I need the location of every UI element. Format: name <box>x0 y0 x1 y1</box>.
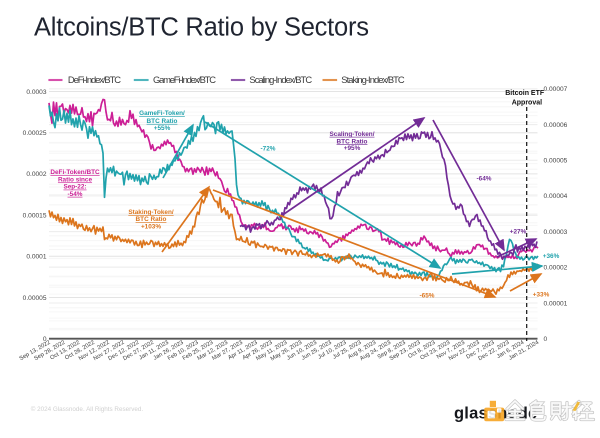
svg-text:DeFi-Index/BTC: DeFi-Index/BTC <box>68 74 121 85</box>
svg-text:Ratio since: Ratio since <box>58 176 93 183</box>
svg-text:Staking-Token/: Staking-Token/ <box>128 209 174 216</box>
svg-text:-72%: -72% <box>261 145 276 152</box>
svg-text:+33%: +33% <box>533 291 550 298</box>
svg-text:-64%: -64% <box>477 175 492 182</box>
svg-text:0.00006: 0.00006 <box>544 122 568 129</box>
svg-text:+95%: +95% <box>344 145 361 152</box>
svg-text:Sep-22:: Sep-22: <box>63 184 86 191</box>
svg-text:© 2024 Glassnode. All Rights R: © 2024 Glassnode. All Rights Reserved. <box>31 405 144 413</box>
svg-text:GameFi-Index/BTC: GameFi-Index/BTC <box>153 74 216 85</box>
svg-text:0.00005: 0.00005 <box>544 158 568 165</box>
svg-text:-65%: -65% <box>420 292 435 299</box>
svg-text:GameFi-Token/: GameFi-Token/ <box>139 110 185 117</box>
svg-text:0.00025: 0.00025 <box>23 130 47 137</box>
svg-text:0.00004: 0.00004 <box>544 193 568 200</box>
svg-text:0.00001: 0.00001 <box>544 300 568 307</box>
svg-text:BTC Ratio: BTC Ratio <box>136 216 167 223</box>
svg-text:0.00005: 0.00005 <box>23 295 47 302</box>
svg-text:DeFi-Token/BTC: DeFi-Token/BTC <box>50 169 100 176</box>
svg-text:Scaling-Token/: Scaling-Token/ <box>330 131 375 138</box>
svg-text:0.0001: 0.0001 <box>26 254 47 261</box>
svg-text:Approval: Approval <box>512 100 542 107</box>
svg-text:0.0002: 0.0002 <box>26 171 47 178</box>
svg-text:+103%: +103% <box>141 223 161 230</box>
svg-text:0.00007: 0.00007 <box>544 86 568 93</box>
svg-text:0.00003: 0.00003 <box>544 229 568 236</box>
svg-text:Staking-Index/BTC: Staking-Index/BTC <box>341 74 405 85</box>
svg-text:Altcoins/BTC Ratio by Sectors: Altcoins/BTC Ratio by Sectors <box>34 14 369 42</box>
svg-text:BTC Ratio: BTC Ratio <box>337 138 368 145</box>
svg-text:Scaling-Index/BTC: Scaling-Index/BTC <box>249 74 312 85</box>
svg-text:-54%: -54% <box>68 191 83 198</box>
svg-text:+55%: +55% <box>154 125 171 132</box>
svg-text:+27%: +27% <box>510 228 527 235</box>
svg-text:+36%: +36% <box>543 253 560 260</box>
svg-text:0.0003: 0.0003 <box>26 89 47 96</box>
svg-text:0.00002: 0.00002 <box>544 265 568 272</box>
svg-text:0: 0 <box>43 336 47 343</box>
svg-text:0: 0 <box>544 336 548 343</box>
svg-text:Bitcoin ETF: Bitcoin ETF <box>505 90 545 97</box>
svg-text:BTC Ratio: BTC Ratio <box>147 118 178 125</box>
svg-text:0.00015: 0.00015 <box>23 212 47 219</box>
